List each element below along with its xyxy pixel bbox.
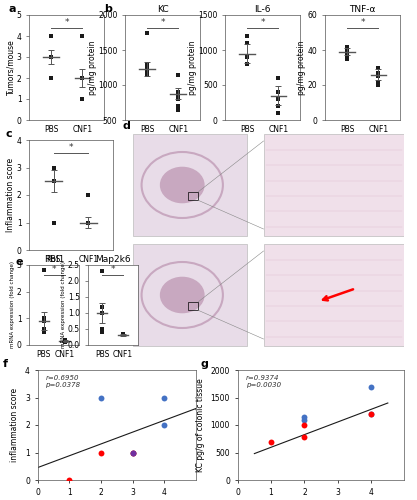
Point [161,394,168,402]
Text: d: d [123,121,131,131]
Y-axis label: Tumors/mouse: Tumors/mouse [6,40,15,96]
Text: r=0.6950
p=0.0378: r=0.6950 p=0.0378 [45,376,80,388]
Bar [188,192,198,200]
Text: e: e [15,257,23,267]
Point [268,438,274,446]
Text: *: * [111,265,115,274]
Bar [188,302,198,310]
Title: IL-6: IL-6 [254,5,271,14]
Text: *: * [52,265,56,274]
Text: *: * [65,18,69,26]
Text: c: c [6,129,13,139]
Y-axis label: pg/mg protein: pg/mg protein [188,40,197,95]
Point [368,382,374,390]
Y-axis label: mRNA expression (fold change): mRNA expression (fold change) [61,262,66,348]
FancyBboxPatch shape [133,134,247,235]
Circle shape [161,168,204,202]
Text: g: g [201,359,209,369]
Text: *: * [161,18,165,26]
Y-axis label: pg/mg protein: pg/mg protein [88,40,97,95]
Text: a: a [8,4,16,15]
Point [129,448,136,456]
Text: *: * [261,18,265,26]
Point [129,448,136,456]
Point [98,448,104,456]
FancyBboxPatch shape [264,244,404,346]
Text: b: b [104,4,112,15]
Text: r=0.9374
p=0.0030: r=0.9374 p=0.0030 [246,376,281,388]
Y-axis label: mRNA expression (fold change): mRNA expression (fold change) [10,262,15,348]
Text: *: * [361,18,365,26]
Point [301,413,308,421]
FancyBboxPatch shape [264,134,404,235]
Text: f: f [3,359,8,369]
Circle shape [161,278,204,312]
Title: Rbl1: Rbl1 [44,255,64,264]
Point [368,410,374,418]
Y-axis label: Inflammation score: Inflammation score [6,158,15,232]
Point [301,433,308,441]
Y-axis label: pg/mg protein: pg/mg protein [297,40,306,95]
Point [301,416,308,424]
Text: *: * [69,143,73,152]
Title: KC: KC [157,5,168,14]
Point [98,394,104,402]
Point [368,410,374,418]
Y-axis label: KC pg/g of colonic tissue: KC pg/g of colonic tissue [196,378,205,472]
Point [66,476,73,484]
Point [129,448,136,456]
Point [161,421,168,429]
Title: Map2k6: Map2k6 [95,255,131,264]
Point [301,421,308,429]
Y-axis label: inflammation score: inflammation score [10,388,20,462]
Title: TNF-α: TNF-α [349,5,376,14]
FancyBboxPatch shape [133,244,247,346]
